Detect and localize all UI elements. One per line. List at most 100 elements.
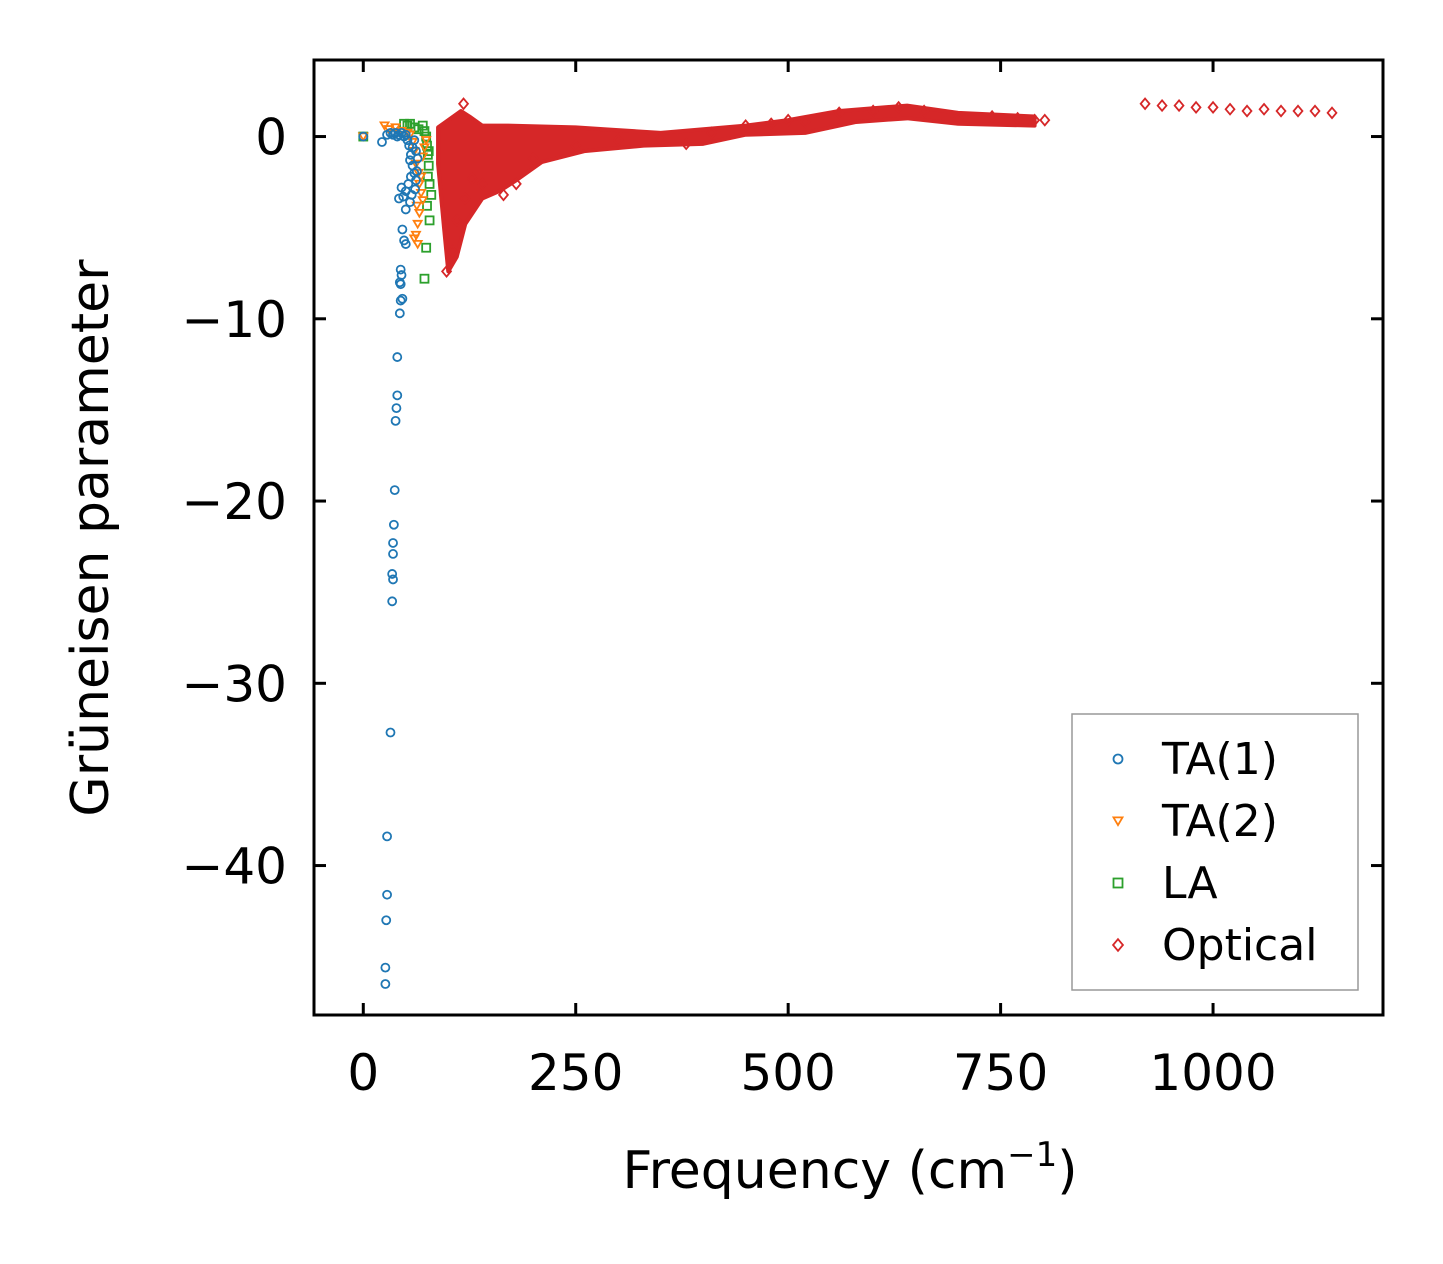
data-point bbox=[497, 188, 510, 202]
y-tick-label: 0 bbox=[255, 109, 287, 167]
legend-label: TA(2) bbox=[1161, 796, 1278, 847]
data-point bbox=[394, 308, 405, 319]
data-point bbox=[387, 569, 398, 579]
data-point bbox=[1207, 100, 1219, 114]
tick-layer: 0 250 500 750 1000 0 −10 −20 −30 −40 bbox=[181, 60, 1383, 1102]
data-point bbox=[406, 189, 417, 200]
data-point bbox=[1190, 100, 1202, 114]
legend-marker-ta-1- bbox=[1112, 753, 1124, 765]
data-point bbox=[400, 129, 411, 140]
data-point bbox=[510, 177, 522, 191]
data-point bbox=[392, 390, 403, 401]
legend-label: Optical bbox=[1162, 920, 1317, 971]
data-point bbox=[380, 979, 391, 989]
data-point bbox=[381, 915, 392, 926]
y-tick-label: −30 bbox=[181, 655, 287, 713]
data-point bbox=[417, 196, 429, 206]
data-point bbox=[527, 151, 539, 166]
data-point bbox=[388, 574, 398, 585]
data-point bbox=[382, 889, 392, 900]
series-optical bbox=[440, 97, 1338, 279]
data-point bbox=[407, 142, 418, 153]
legend-marker-la bbox=[1112, 877, 1124, 889]
data-point bbox=[893, 100, 905, 114]
legend: TA(1) TA(2) LA Optical bbox=[1071, 713, 1359, 991]
data-point bbox=[397, 293, 408, 304]
data-point bbox=[612, 133, 624, 147]
series-ta-1- bbox=[358, 128, 423, 989]
data-point bbox=[1258, 102, 1270, 116]
data-point bbox=[799, 115, 811, 129]
data-point bbox=[1224, 102, 1236, 116]
data-point bbox=[412, 239, 424, 250]
data-point bbox=[1292, 104, 1304, 118]
legend-label: TA(1) bbox=[1161, 734, 1278, 785]
y-axis-label: Grüneisen parameter bbox=[61, 259, 121, 817]
x-tick-label: 750 bbox=[953, 1044, 1048, 1102]
data-point bbox=[392, 352, 403, 362]
data-point bbox=[446, 244, 459, 258]
x-axis-label: Frequency (cm−1) bbox=[622, 1135, 1077, 1201]
data-point bbox=[402, 135, 413, 146]
x-axis-label-sup: −1 bbox=[1007, 1135, 1057, 1175]
data-point bbox=[419, 273, 430, 284]
data-point bbox=[740, 119, 752, 133]
data-point bbox=[440, 264, 453, 279]
data-point bbox=[377, 137, 387, 147]
data-point bbox=[1029, 113, 1041, 127]
data-point bbox=[423, 160, 434, 171]
data-point bbox=[706, 126, 718, 140]
data-point bbox=[385, 727, 396, 738]
data-point bbox=[424, 179, 435, 189]
data-point bbox=[415, 188, 427, 199]
data-point bbox=[765, 117, 777, 131]
data-point bbox=[451, 213, 463, 227]
data-point bbox=[457, 97, 470, 111]
data-point bbox=[867, 104, 879, 118]
data-point bbox=[408, 234, 420, 244]
series-ta-2- bbox=[357, 121, 432, 250]
data-point bbox=[390, 415, 401, 426]
legend-marker-optical bbox=[1111, 937, 1125, 953]
x-tick-label: 1000 bbox=[1149, 1044, 1276, 1102]
data-point bbox=[680, 137, 692, 151]
data-point bbox=[395, 295, 406, 306]
data-point bbox=[358, 131, 369, 142]
data-point bbox=[396, 182, 407, 193]
data-point bbox=[1309, 104, 1321, 118]
data-point bbox=[421, 242, 432, 253]
plot-frame bbox=[312, 58, 1385, 1017]
data-point bbox=[1139, 97, 1151, 111]
data-point bbox=[397, 224, 408, 235]
data-point bbox=[388, 549, 398, 559]
legend-label: LA bbox=[1162, 858, 1218, 909]
data-point bbox=[388, 538, 398, 548]
data-point bbox=[413, 208, 425, 219]
data-point bbox=[418, 143, 431, 153]
data-point bbox=[420, 136, 432, 146]
data-point bbox=[412, 219, 424, 230]
data-point bbox=[918, 104, 930, 118]
data-point bbox=[1012, 111, 1024, 125]
series-la bbox=[358, 118, 437, 284]
data-point bbox=[986, 109, 998, 124]
data-point bbox=[382, 831, 392, 842]
data-point bbox=[388, 519, 399, 530]
legend-items: TA(1) TA(2) LA Optical bbox=[1111, 734, 1317, 971]
optical-point-cloud bbox=[436, 103, 1037, 274]
data-point bbox=[426, 189, 437, 200]
data-point bbox=[1275, 104, 1287, 118]
data-point bbox=[476, 177, 488, 191]
data-point bbox=[1173, 98, 1185, 113]
y-tick-label: −40 bbox=[181, 838, 287, 896]
data-point bbox=[782, 113, 794, 127]
data-point bbox=[400, 239, 411, 249]
data-point bbox=[380, 962, 391, 973]
legend-box bbox=[1071, 713, 1359, 991]
data-point bbox=[391, 403, 402, 414]
data-point bbox=[833, 106, 845, 120]
data-point bbox=[411, 166, 422, 177]
x-tick-label: 250 bbox=[528, 1044, 623, 1102]
x-tick-label: 0 bbox=[347, 1044, 379, 1102]
data-point bbox=[417, 120, 428, 131]
